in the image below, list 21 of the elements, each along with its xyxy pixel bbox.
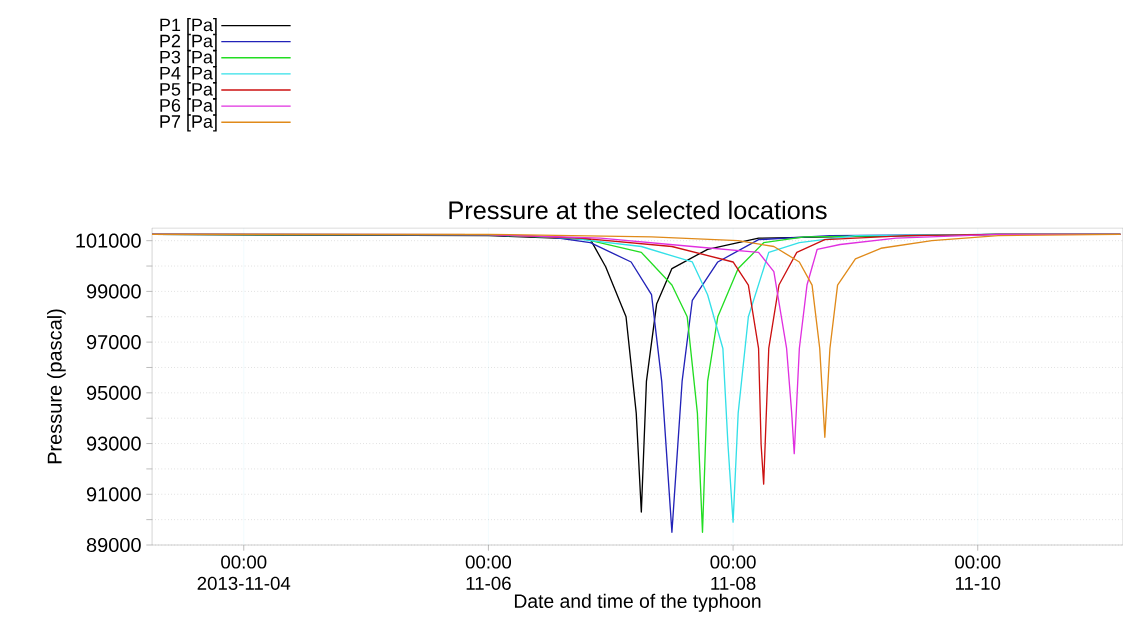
y-tick-label: 95000 [86,385,141,400]
y-axis-title: Pressure (pascal) [47,309,66,464]
y-tick-label: 91000 [86,487,141,502]
y-tick-label: 97000 [86,335,141,350]
legend-label: P2 [Pa] [160,34,217,51]
legend-label: P7 [Pa] [160,114,217,132]
legend-label: P4 [Pa] [160,66,217,84]
y-tick-label: 93000 [86,436,141,451]
x-tick-label: 00:00 11-06 [465,555,512,590]
chart-title: Pressure at the selected locations [449,200,827,220]
x-tick-label: 00:00 11-10 [955,555,1001,590]
legend-label: P3 [Pa] [160,50,217,68]
x-tick-label: 00:00 2013-11-04 [197,555,291,590]
y-tick-label: 101000 [76,233,141,248]
legend-label: P6 [Pa] [160,98,217,116]
x-tick-label: 00:00 11-08 [710,555,756,590]
x-axis-title: Date and time of the typhoon [514,593,761,612]
legend-label: P5 [Pa] [160,82,217,100]
y-tick-label: 89000 [86,537,141,553]
y-tick-label: 99000 [86,284,141,299]
legend-label: P1 [Pa] [160,18,217,35]
